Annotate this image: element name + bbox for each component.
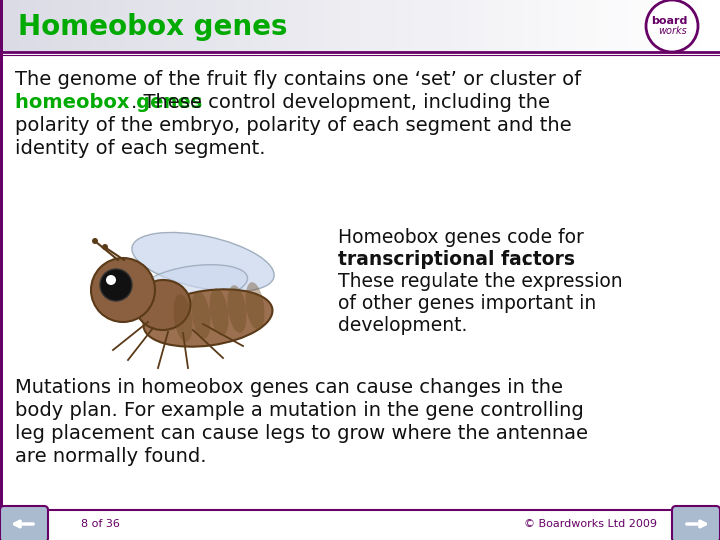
- Bar: [558, 0, 576, 52]
- Bar: [72, 0, 90, 52]
- Text: These regulate the expression: These regulate the expression: [338, 272, 623, 291]
- Text: of other genes important in: of other genes important in: [338, 294, 596, 313]
- Text: leg placement can cause legs to grow where the antennae: leg placement can cause legs to grow whe…: [15, 424, 588, 443]
- Text: . These control development, including the: . These control development, including t…: [131, 93, 550, 112]
- Bar: [396, 0, 414, 52]
- Bar: [450, 0, 468, 52]
- Circle shape: [100, 269, 132, 301]
- Text: homeobox genes: homeobox genes: [15, 93, 202, 112]
- Bar: [144, 0, 162, 52]
- Ellipse shape: [174, 294, 192, 342]
- Bar: [108, 0, 126, 52]
- Bar: [468, 0, 486, 52]
- Circle shape: [91, 258, 155, 322]
- Bar: [54, 0, 72, 52]
- Bar: [522, 0, 540, 52]
- Bar: [684, 0, 702, 52]
- Bar: [486, 0, 504, 52]
- Bar: [270, 0, 288, 52]
- Circle shape: [102, 244, 108, 250]
- Bar: [342, 0, 360, 52]
- Bar: [576, 0, 594, 52]
- Ellipse shape: [138, 265, 248, 305]
- Bar: [180, 0, 198, 52]
- Text: Mutations in homeobox genes can cause changes in the: Mutations in homeobox genes can cause ch…: [15, 378, 563, 397]
- Circle shape: [92, 238, 98, 244]
- Bar: [666, 0, 684, 52]
- Bar: [216, 0, 234, 52]
- Text: polarity of the embryo, polarity of each segment and the: polarity of the embryo, polarity of each…: [15, 116, 572, 135]
- Bar: [648, 0, 666, 52]
- Bar: [36, 0, 54, 52]
- Bar: [288, 0, 306, 52]
- Bar: [198, 0, 216, 52]
- Text: 8 of 36: 8 of 36: [81, 519, 120, 529]
- Bar: [162, 0, 180, 52]
- Bar: [414, 0, 432, 52]
- FancyBboxPatch shape: [672, 506, 720, 540]
- Bar: [0, 0, 3, 540]
- Bar: [540, 0, 558, 52]
- Text: Homeobox genes code for: Homeobox genes code for: [338, 228, 584, 247]
- Text: body plan. For example a mutation in the gene controlling: body plan. For example a mutation in the…: [15, 401, 584, 420]
- Bar: [126, 0, 144, 52]
- Bar: [252, 0, 270, 52]
- Bar: [594, 0, 612, 52]
- Bar: [324, 0, 342, 52]
- Text: works: works: [659, 26, 688, 36]
- Bar: [630, 0, 648, 52]
- Bar: [306, 0, 324, 52]
- Text: The genome of the fruit fly contains one ‘set’ or cluster of: The genome of the fruit fly contains one…: [15, 70, 581, 89]
- Ellipse shape: [210, 288, 228, 336]
- Text: transcriptional factors: transcriptional factors: [338, 250, 575, 269]
- Ellipse shape: [192, 291, 210, 339]
- Ellipse shape: [132, 232, 274, 292]
- Ellipse shape: [246, 282, 264, 330]
- Circle shape: [106, 275, 116, 285]
- Text: identity of each segment.: identity of each segment.: [15, 139, 266, 158]
- Bar: [378, 0, 396, 52]
- Bar: [612, 0, 630, 52]
- Bar: [702, 0, 720, 52]
- Bar: [90, 0, 108, 52]
- Bar: [360, 0, 378, 52]
- Bar: [0, 0, 18, 52]
- Text: Homeobox genes: Homeobox genes: [18, 13, 287, 41]
- Bar: [432, 0, 450, 52]
- Bar: [3, 55, 720, 540]
- Bar: [18, 0, 36, 52]
- Ellipse shape: [228, 285, 246, 333]
- Text: development.: development.: [338, 316, 467, 335]
- Ellipse shape: [135, 280, 191, 330]
- Text: © Boardworks Ltd 2009: © Boardworks Ltd 2009: [523, 519, 657, 529]
- Bar: [504, 0, 522, 52]
- Circle shape: [646, 0, 698, 52]
- FancyBboxPatch shape: [0, 506, 48, 540]
- Text: .: .: [522, 250, 528, 269]
- Text: board: board: [651, 16, 687, 26]
- Bar: [234, 0, 252, 52]
- Text: are normally found.: are normally found.: [15, 447, 207, 466]
- Ellipse shape: [143, 289, 272, 347]
